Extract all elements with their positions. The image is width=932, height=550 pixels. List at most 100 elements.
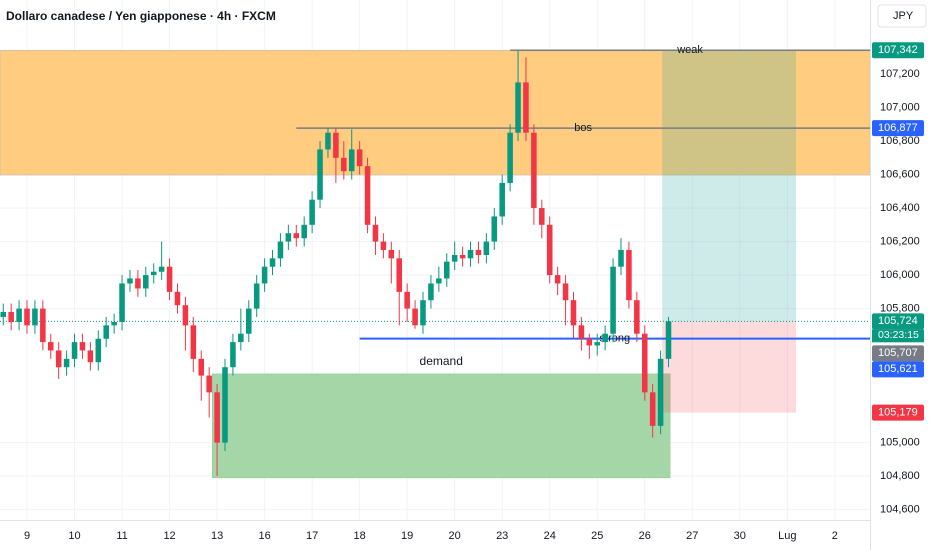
candle-body: [71, 342, 78, 359]
y-tick-label: 105,800: [880, 302, 920, 314]
candle-body: [491, 216, 498, 242]
candle-body: [578, 325, 585, 339]
candle-body: [150, 271, 157, 276]
candle-body: [626, 249, 632, 301]
candle-body: [277, 241, 284, 259]
candle-body: [428, 283, 434, 301]
candle-body: [24, 308, 30, 326]
price-label-box: [872, 345, 924, 362]
candle-body: [135, 278, 141, 289]
candle-body: [665, 321, 672, 359]
x-tick-label: 11: [116, 530, 127, 542]
candle-body: [348, 149, 355, 172]
x-tick-label: 19: [401, 530, 413, 542]
candle-body: [404, 291, 410, 309]
candle-body: [531, 132, 537, 209]
stop-zone: [662, 321, 797, 413]
price-label-box: [872, 404, 924, 421]
x-tick-label: 2: [832, 530, 838, 542]
candle-body: [253, 283, 260, 309]
y-tick-label: 106,000: [880, 269, 920, 281]
candle-body: [562, 283, 569, 301]
candle-body: [641, 333, 648, 393]
level-label: weak: [676, 44, 703, 56]
candle-body: [412, 308, 418, 326]
candle-body: [420, 300, 426, 326]
candle-body: [594, 342, 601, 346]
currency-button[interactable]: [877, 4, 927, 28]
currency-label[interactable]: JPY: [893, 10, 914, 22]
countdown: 03:23:15: [878, 329, 919, 341]
target-zone: [662, 50, 797, 322]
candle-body: [182, 305, 189, 326]
candle-body: [523, 82, 529, 133]
candle-body: [515, 82, 521, 133]
candle-body: [8, 311, 14, 322]
candle-body: [206, 375, 212, 393]
candle-body: [325, 132, 331, 150]
candle-body: [499, 182, 505, 217]
price-label: 105,724: [878, 315, 918, 327]
candle-body: [198, 358, 205, 376]
countdown-box: [872, 329, 924, 343]
candle-body: [649, 392, 656, 426]
x-tick-label: 23: [496, 530, 508, 542]
candle-body: [87, 350, 94, 363]
y-tick-label: 106,600: [880, 168, 920, 180]
x-tick-label: 25: [591, 530, 603, 542]
x-tick-label: 24: [544, 530, 556, 542]
candle-body: [0, 311, 7, 317]
candle-body: [111, 321, 117, 326]
candle-body: [301, 224, 307, 239]
candle-body: [451, 254, 458, 262]
candle-body: [32, 308, 38, 326]
candle-body: [309, 199, 315, 225]
x-tick-label: 12: [163, 530, 175, 542]
candle-body: [214, 392, 220, 443]
candle-body: [618, 249, 624, 267]
supply-zone: [0, 50, 871, 176]
x-tick-label: 26: [639, 530, 651, 542]
candle-body: [459, 254, 466, 259]
candle-body: [388, 249, 395, 259]
candle-body: [554, 275, 561, 284]
candle-body: [396, 258, 403, 292]
candle-body: [95, 338, 102, 363]
candle-body: [483, 241, 490, 255]
candle-body: [269, 258, 276, 267]
candle-body: [380, 241, 387, 250]
candle-body: [40, 308, 46, 343]
x-tick-label: 17: [306, 530, 318, 542]
price-label: 107,342: [878, 44, 918, 56]
candle-body: [356, 149, 363, 167]
candle-body: [55, 350, 62, 368]
y-tick-label: 107,200: [880, 68, 920, 80]
level-label: bos: [574, 122, 592, 134]
zone-label: demand: [420, 354, 463, 368]
x-tick-label: Lug: [778, 530, 796, 542]
candle-body: [467, 249, 474, 259]
price-label: 105,621: [878, 363, 918, 375]
candle-body: [230, 342, 236, 368]
candle-body: [293, 233, 300, 239]
candle-body: [143, 275, 149, 289]
x-tick-label: 20: [449, 530, 461, 542]
candle-body: [586, 338, 593, 346]
candle-body: [634, 300, 640, 334]
x-tick-label: 18: [354, 530, 366, 542]
candle-body: [475, 249, 482, 255]
candle-body: [190, 325, 197, 359]
x-tick-label: 27: [686, 530, 698, 542]
price-label: 105,179: [878, 407, 918, 419]
candle-body: [372, 224, 379, 242]
candle-body: [16, 308, 22, 322]
candle-body: [47, 342, 54, 351]
candle-body: [341, 157, 347, 172]
y-tick-label: 106,800: [880, 135, 920, 147]
candle-body: [222, 367, 228, 443]
y-tick-label: 106,200: [880, 235, 920, 247]
y-tick-label: 105,000: [880, 437, 920, 449]
price-label-box: [872, 120, 924, 137]
